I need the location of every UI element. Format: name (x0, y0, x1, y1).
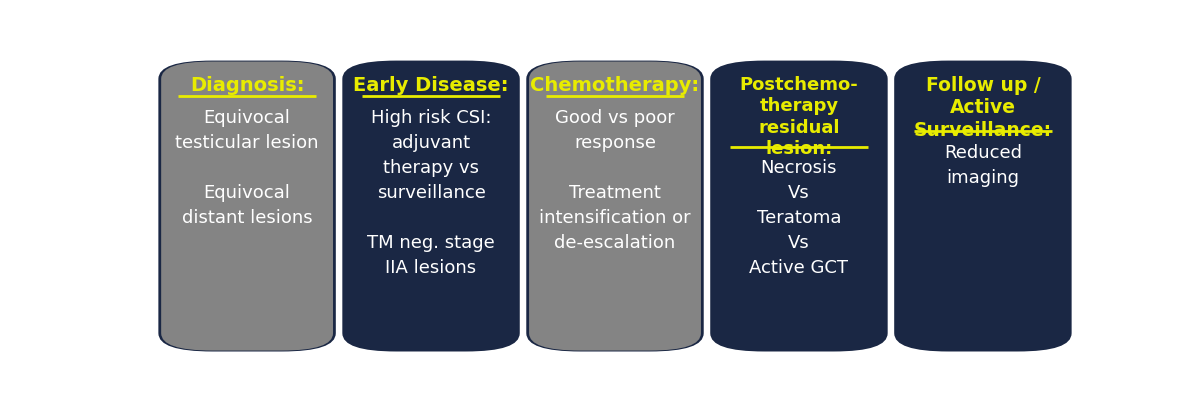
FancyBboxPatch shape (894, 60, 1072, 352)
Text: High risk CSI:
adjuvant
therapy vs
surveillance

TM neg. stage
IIA lesions: High risk CSI: adjuvant therapy vs surve… (367, 109, 494, 277)
FancyBboxPatch shape (342, 60, 520, 352)
Text: Necrosis
Vs
Teratoma
Vs
Active GCT: Necrosis Vs Teratoma Vs Active GCT (750, 159, 848, 277)
FancyBboxPatch shape (161, 62, 334, 350)
Text: Postchemo-
therapy
residual
lesion:: Postchemo- therapy residual lesion: (739, 75, 858, 158)
Text: Diagnosis:: Diagnosis: (190, 75, 305, 95)
FancyBboxPatch shape (529, 62, 701, 350)
FancyBboxPatch shape (527, 60, 703, 352)
FancyBboxPatch shape (896, 62, 1069, 350)
Text: Good vs poor
response

Treatment
intensification or
de-escalation: Good vs poor response Treatment intensif… (539, 109, 691, 251)
Text: Follow up /
Active
Surveillance:: Follow up / Active Surveillance: (914, 75, 1052, 140)
FancyBboxPatch shape (713, 62, 884, 350)
Text: Early Disease:: Early Disease: (353, 75, 509, 95)
Text: Reduced
imaging: Reduced imaging (944, 144, 1022, 187)
Text: Equivocal
testicular lesion

Equivocal
distant lesions: Equivocal testicular lesion Equivocal di… (175, 109, 319, 226)
Text: Chemotherapy:: Chemotherapy: (530, 75, 700, 95)
FancyBboxPatch shape (346, 62, 517, 350)
FancyBboxPatch shape (158, 60, 336, 352)
FancyBboxPatch shape (710, 60, 888, 352)
